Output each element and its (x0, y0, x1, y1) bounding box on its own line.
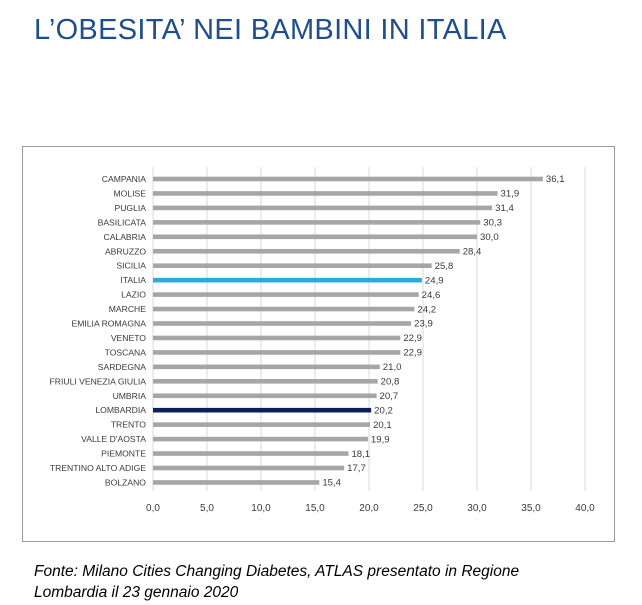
category-label: EMILIA ROMAGNA (72, 319, 147, 329)
category-label: SARDEGNA (98, 362, 146, 372)
category-label: UMBRIA (113, 391, 147, 401)
bar (153, 379, 378, 384)
data-label: 28,4 (463, 246, 482, 257)
bar (153, 364, 380, 370)
category-label: PUGLIA (114, 203, 146, 213)
bar-chart: 0,0 5,0 10,0 15,0 20,0 25,0 30,0 35,0 40,0 CAMPAN… (50, 167, 595, 514)
data-label: 20,8 (381, 377, 400, 388)
x-tick-label: 40,0 (575, 503, 595, 514)
bar (153, 422, 371, 427)
data-label: 31,4 (495, 203, 514, 214)
category-label: BASILICATA (98, 217, 147, 227)
bar (153, 350, 401, 355)
x-tick-label: 15,0 (305, 503, 325, 514)
data-label: 17,7 (347, 463, 366, 474)
x-tick-label: 30,0 (467, 503, 487, 514)
bar (153, 234, 477, 240)
data-label: 24,6 (422, 290, 441, 301)
x-tick-label: 10,0 (251, 503, 271, 514)
category-label: MARCHE (109, 304, 147, 314)
bar (153, 248, 460, 254)
bar (153, 306, 415, 312)
data-label: 18,1 (351, 449, 370, 460)
source-line-2: Lombardia il 23 gennaio 2020 (34, 584, 239, 601)
bar (153, 335, 401, 341)
data-label: 21,0 (383, 362, 402, 373)
x-tick-label: 0,0 (146, 503, 160, 514)
bar (153, 321, 412, 326)
data-label: 36,1 (546, 174, 565, 185)
bar (153, 393, 377, 399)
category-label: TRENTO (111, 420, 146, 430)
data-label: 15,4 (322, 478, 341, 489)
data-label: 20,1 (373, 420, 392, 431)
bar (153, 263, 432, 268)
data-label: 30,3 (483, 218, 502, 229)
category-label: FRIULI VENEZIA GIULIA (50, 376, 147, 386)
x-tick-label: 5,0 (200, 503, 214, 514)
data-label: 19,9 (371, 434, 390, 445)
bar (153, 277, 422, 283)
category-label: ABRUZZO (105, 246, 146, 256)
bar (153, 465, 345, 471)
data-label: 30,0 (480, 232, 499, 243)
category-label: TOSCANA (105, 347, 147, 357)
category-label: BOLZANO (105, 477, 146, 487)
data-label: 31,9 (501, 189, 520, 200)
x-tick-label: 20,0 (359, 503, 379, 514)
bar (153, 480, 320, 485)
category-label: LOMBARDIA (95, 405, 146, 415)
source-note: Fonte: Milano Cities Changing Diabetes, … (34, 561, 634, 603)
x-tick-label: 25,0 (413, 503, 433, 514)
category-label: CALABRIA (103, 232, 146, 242)
category-label: LAZIO (121, 290, 146, 300)
data-label: 22,9 (403, 333, 422, 344)
bar (153, 436, 368, 442)
chart-frame: 0,0 5,0 10,0 15,0 20,0 25,0 30,0 35,0 40,0 CAMPAN… (22, 146, 615, 542)
category-label: VENETO (111, 333, 146, 343)
category-label: SICILIA (116, 261, 146, 271)
bar (153, 407, 372, 413)
data-label: 24,9 (425, 275, 444, 286)
category-label: TRENTINO ALTO ADIGE (50, 463, 146, 473)
bar (153, 451, 349, 456)
bar (153, 176, 543, 182)
bar (153, 191, 498, 196)
page-title: L’OBESITA’ NEI BAMBINI IN ITALIA (34, 14, 507, 46)
category-label: ITALIA (120, 275, 146, 285)
category-label: CAMPANIA (102, 174, 147, 184)
bar (153, 292, 419, 297)
bar (153, 220, 481, 225)
data-label: 20,7 (380, 391, 399, 402)
source-line-1: Fonte: Milano Cities Changing Diabetes, … (34, 563, 520, 580)
x-tick-label: 35,0 (521, 503, 541, 514)
data-label: 20,2 (374, 405, 393, 416)
category-label: PIEMONTE (101, 449, 146, 459)
data-label: 24,2 (417, 304, 436, 315)
data-label: 23,9 (414, 319, 433, 330)
category-label: VALLE D'AOSTA (81, 434, 146, 444)
data-label: 25,8 (435, 261, 454, 272)
bar (153, 205, 493, 211)
category-label: MOLISE (114, 188, 147, 198)
data-label: 22,9 (403, 348, 422, 359)
